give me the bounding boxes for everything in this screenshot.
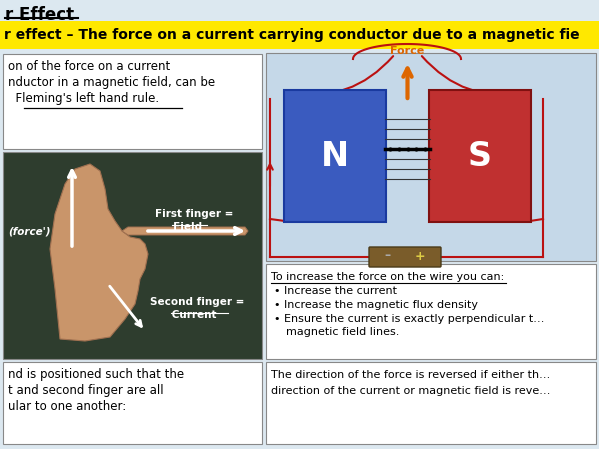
FancyBboxPatch shape <box>369 247 441 267</box>
Polygon shape <box>122 227 248 235</box>
Text: • Increase the magnetic flux density: • Increase the magnetic flux density <box>274 300 478 310</box>
Bar <box>0 21 599 49</box>
FancyBboxPatch shape <box>266 53 596 261</box>
FancyBboxPatch shape <box>3 152 262 359</box>
Text: First finger =
     Field: First finger = Field <box>155 209 234 232</box>
Text: S: S <box>468 140 492 172</box>
Text: The direction of the force is reversed if either th…: The direction of the force is reversed i… <box>271 370 550 380</box>
Text: Second finger =
      Current: Second finger = Current <box>150 297 244 320</box>
Text: (force'): (force') <box>8 226 50 236</box>
Text: • Increase the current: • Increase the current <box>274 286 397 296</box>
Text: on of the force on a current: on of the force on a current <box>8 60 170 73</box>
Text: Fleming's left hand rule.: Fleming's left hand rule. <box>8 92 159 105</box>
Text: ular to one another:: ular to one another: <box>8 400 126 413</box>
Text: r effect – The force on a current carrying conductor due to a magnetic fie: r effect – The force on a current carryi… <box>4 28 580 42</box>
Text: nd is positioned such that the: nd is positioned such that the <box>8 368 184 381</box>
FancyBboxPatch shape <box>429 90 531 222</box>
Text: –: – <box>385 250 391 263</box>
Text: +: + <box>415 250 426 263</box>
Text: • Ensure the current is exactly perpendicular t…: • Ensure the current is exactly perpendi… <box>274 314 544 324</box>
Text: direction of the current or magnetic field is reve…: direction of the current or magnetic fie… <box>271 386 550 396</box>
Polygon shape <box>50 164 148 341</box>
Text: N: N <box>321 140 349 172</box>
Text: t and second finger are all: t and second finger are all <box>8 384 164 397</box>
Text: Force: Force <box>391 46 425 56</box>
FancyBboxPatch shape <box>3 54 262 149</box>
FancyBboxPatch shape <box>284 90 386 222</box>
FancyBboxPatch shape <box>266 264 596 359</box>
Text: nductor in a magnetic field, can be: nductor in a magnetic field, can be <box>8 76 215 89</box>
Text: To increase the force on the wire you can:: To increase the force on the wire you ca… <box>271 272 504 282</box>
Text: r Effect: r Effect <box>5 6 74 24</box>
FancyBboxPatch shape <box>3 362 262 444</box>
Text: magnetic field lines.: magnetic field lines. <box>286 327 400 337</box>
FancyBboxPatch shape <box>266 362 596 444</box>
